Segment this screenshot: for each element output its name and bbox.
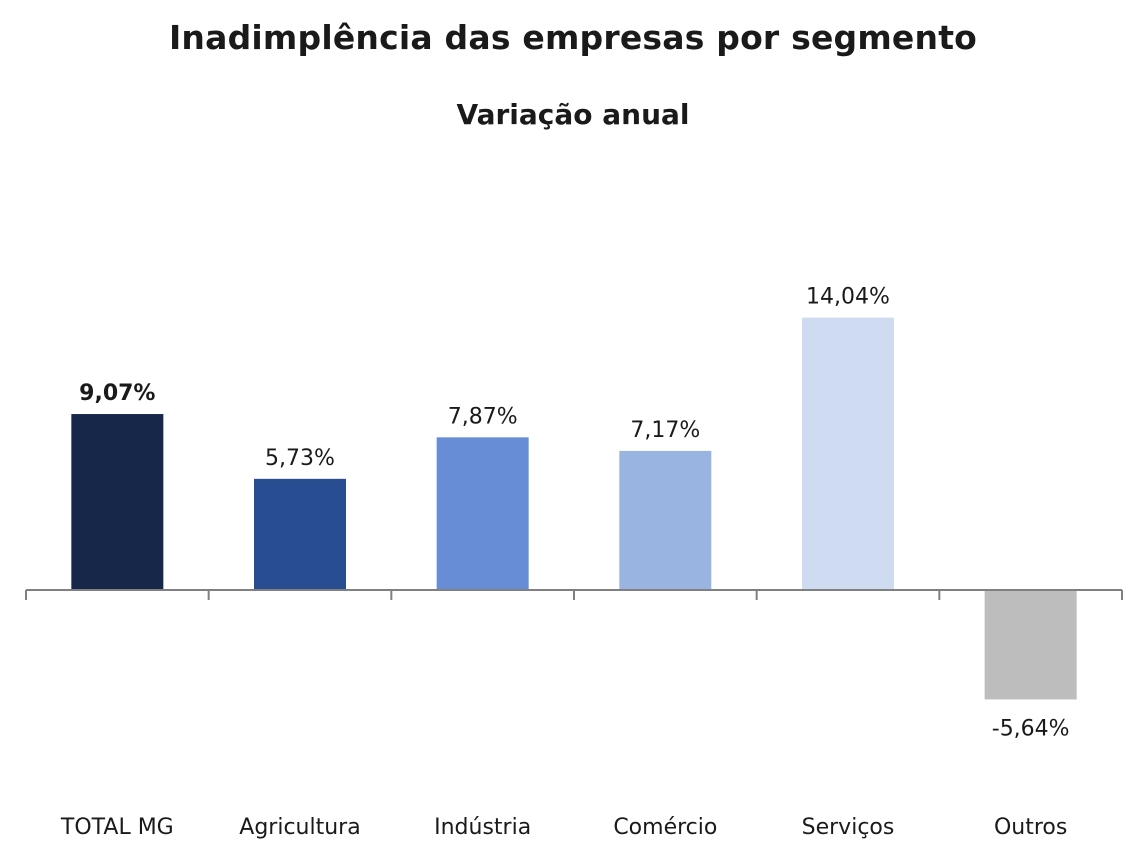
category-label: Indústria [434, 815, 531, 840]
value-label: 7,87% [448, 404, 518, 429]
category-label: Agricultura [239, 815, 360, 840]
category-label: Comércio [613, 815, 717, 840]
category-label: Outros [994, 815, 1067, 840]
bar-agricultura [254, 478, 346, 590]
bar-outros [984, 590, 1077, 700]
bar-com-rcio [619, 450, 712, 590]
value-label: 7,17% [630, 418, 700, 443]
bar-servi-os [802, 317, 894, 590]
value-label: 5,73% [265, 446, 335, 471]
chart-subtitle: Variação anual [456, 98, 690, 131]
bar-ind-stria [436, 437, 529, 590]
value-label: -5,64% [992, 716, 1070, 741]
chart-title: Inadimplência das empresas por segmento [168, 18, 978, 57]
value-label: 14,04% [806, 285, 890, 310]
category-label: Serviços [802, 815, 895, 840]
category-label: TOTAL MG [60, 815, 174, 840]
bar-total-mg [71, 414, 164, 590]
value-label: 9,07% [79, 381, 155, 406]
